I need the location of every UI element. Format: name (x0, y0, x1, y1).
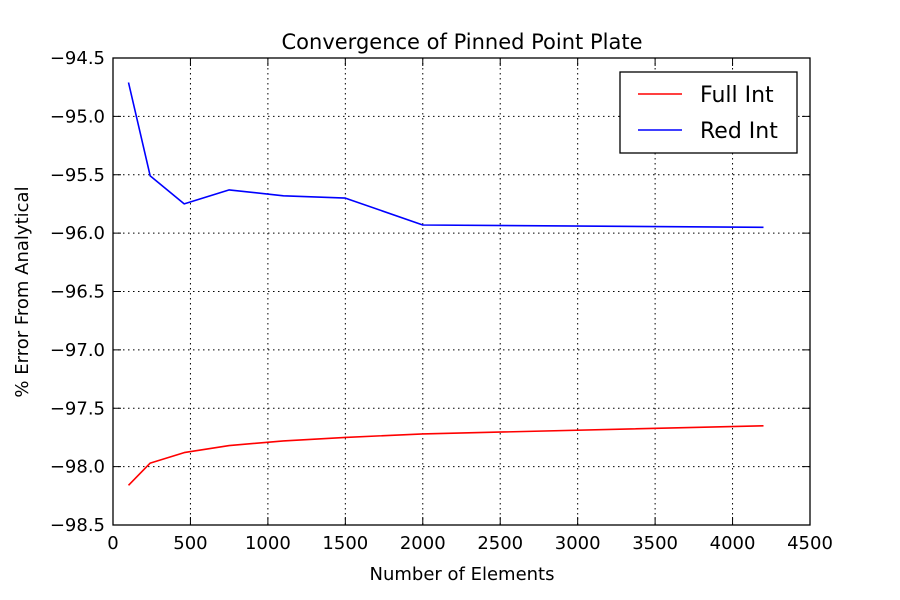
series-line-full-int (127, 425, 764, 486)
x-tick-label: 2500 (477, 533, 523, 554)
grid-lines (113, 58, 810, 525)
legend: Full Int Red Int (619, 71, 798, 154)
axis-ticks (112, 57, 811, 526)
chart-title: Convergence of Pinned Point Plate (282, 30, 643, 54)
series-lines (127, 82, 764, 486)
series-line-red-int (127, 82, 764, 229)
legend-box (619, 71, 798, 154)
x-tick-label: 2000 (400, 533, 446, 554)
legend-label-red-int: Red Int (700, 119, 778, 144)
x-axis-label: Number of Elements (369, 564, 554, 585)
y-tick-label: −97.5 (50, 398, 105, 419)
y-tick-labels: −94.5 −95.0 −95.5 −96.0 −96.5 −97.0 −97.5 −98.0… (50, 48, 105, 536)
x-tick-label: 3500 (632, 533, 678, 554)
y-tick-label: −98.5 (50, 515, 105, 536)
y-tick-label: −96.5 (50, 282, 105, 303)
y-tick-label: −95.0 (50, 106, 105, 127)
y-tick-label: −96.0 (50, 223, 105, 244)
x-tick-label: 500 (173, 533, 207, 554)
y-axis-label: % Error From Analytical (12, 186, 33, 397)
x-tick-label: 0 (107, 533, 118, 554)
x-tick-labels: 0 500 1000 1500 2000 2500 3000 3500 4000 4500 (107, 533, 833, 554)
x-tick-label: 1500 (322, 533, 368, 554)
x-tick-label: 4500 (787, 533, 833, 554)
y-tick-label: −97.0 (50, 340, 105, 361)
x-tick-label: 3000 (555, 533, 601, 554)
legend-label-full-int: Full Int (700, 83, 774, 108)
y-tick-label: −95.5 (50, 165, 105, 186)
y-tick-label: −94.5 (50, 48, 105, 69)
y-tick-label: −98.0 (50, 457, 105, 478)
x-tick-label: 4000 (710, 533, 756, 554)
x-tick-label: 1000 (245, 533, 291, 554)
